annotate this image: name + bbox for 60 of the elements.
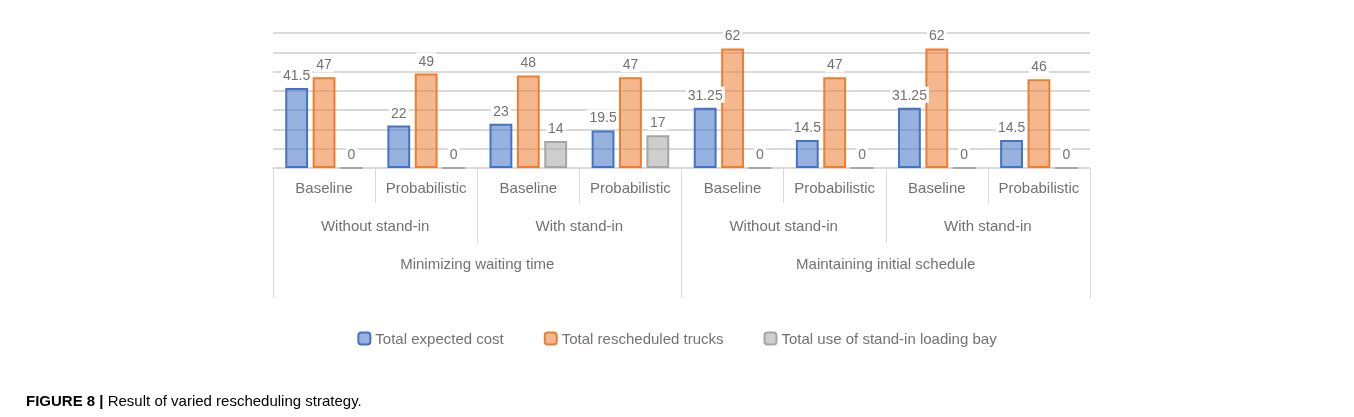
x-tick-label: Probabilistic [385,179,468,196]
data-label: 17 [650,114,666,131]
data-label: 48 [520,54,537,71]
data-label: 62 [724,27,741,44]
bar [1027,79,1051,168]
data-label: 0 [858,146,867,162]
bar [285,87,309,168]
text: With stand-in [944,217,1032,234]
text: Maintaining initial schedule [796,255,976,272]
data-label: 0 [960,146,969,162]
data-label: 0 [449,146,458,162]
data-label: 19.5 [589,109,617,126]
data-label: 41.5 [283,66,311,83]
caption: FIGURE 8 | Result of varied rescheduling strategy. [26,392,362,409]
bar [646,135,670,168]
text: Without stand-in [729,217,838,234]
bar [1000,140,1023,168]
data-label: 47 [826,56,843,73]
data-label: 31.25 [687,86,723,103]
x-tick-label: Probabilistic [998,179,1080,196]
data-label: 0 [347,146,356,162]
data-label: 22 [391,104,407,121]
bar [544,141,568,168]
x-tick-label: Baseline [295,179,353,196]
data-label: 62 [929,27,945,44]
bar [489,123,513,168]
bar [414,73,438,168]
text: With stand-in [535,217,624,234]
data-label: 47 [622,56,639,73]
data-label: 0 [1062,146,1071,162]
data-label: 14 [547,120,564,136]
bar [619,77,642,168]
data-label: 23 [493,102,509,119]
bar [516,75,540,168]
data-label: 46 [1031,58,1047,75]
legend-label: Total expected cost [375,330,505,347]
legend-label: Total use of stand-in loading bay [781,330,998,347]
data-label: 14.5 [793,119,822,136]
text: Without stand-in [320,217,430,234]
bar [693,107,717,168]
legend-label: Total rescheduled trucks [561,330,724,347]
x-tick-label: Baseline [703,179,762,196]
bar [591,130,615,168]
data-label: 31.25 [891,86,928,103]
x-tick-label: Baseline [908,179,966,196]
bar [795,140,819,168]
data-label: 0 [756,146,765,162]
data-label: 14.5 [997,119,1026,136]
x-tick-label: Baseline [499,179,558,196]
bar [823,77,847,168]
text: Minimizing waiting time [400,255,555,272]
bar [387,125,411,168]
bar [721,48,744,168]
data-label: 47 [316,56,333,73]
x-tick-label: Probabilistic [794,179,876,196]
data-label: 49 [418,52,435,69]
bar [312,77,336,168]
bar [898,107,921,168]
x-tick-label: Probabilistic [590,179,672,196]
bar [925,48,949,168]
